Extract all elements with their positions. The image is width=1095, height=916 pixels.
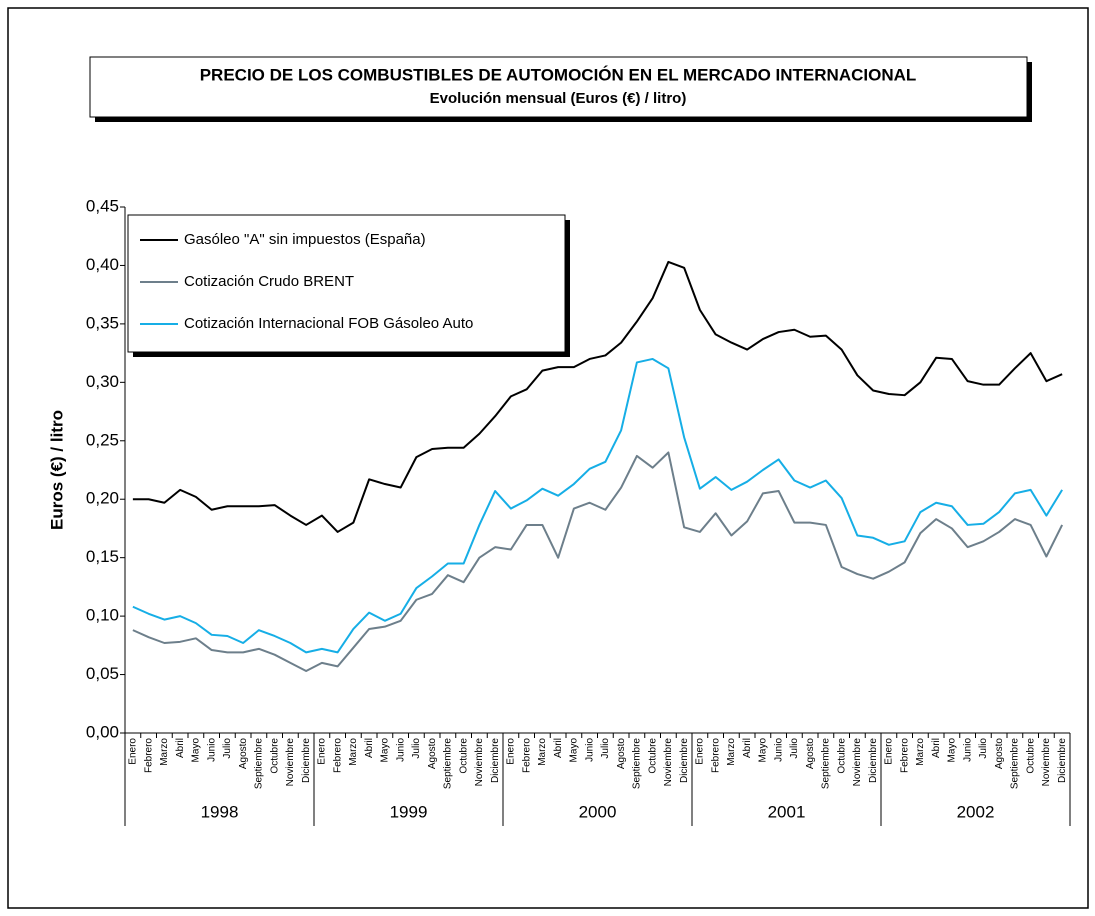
x-tick-label: Diciembre — [679, 738, 690, 783]
x-tick-label: Septiembre — [254, 738, 265, 790]
x-tick-label: Agosto — [427, 738, 438, 770]
y-tick-label: 0,25 — [86, 430, 119, 449]
x-tick-label: Marzo — [915, 738, 926, 766]
x-tick-label: Junio — [395, 738, 406, 762]
series-line — [132, 357, 1063, 654]
y-tick-label: 0,00 — [86, 722, 119, 741]
chart-subtitle: Evolución mensual (Euros (€) / litro) — [430, 90, 687, 107]
title-box — [89, 56, 1028, 118]
x-tick-label: Abril — [742, 738, 753, 758]
year-label: 2001 — [768, 802, 806, 821]
y-tick-label: 0,35 — [86, 313, 119, 332]
y-axis-label: Euros (€) / litro — [47, 410, 66, 530]
x-tick-label: Marzo — [537, 738, 548, 766]
x-tick-label: Noviembre — [663, 738, 674, 787]
x-tick-label: Octubre — [458, 738, 469, 774]
x-tick-label: Julio — [789, 738, 800, 759]
x-tick-label: Junio — [962, 738, 973, 762]
legend-label: Cotización Internacional FOB Gásoleo Aut… — [184, 315, 473, 332]
x-tick-label: Marzo — [726, 738, 737, 766]
year-label: 1998 — [201, 802, 239, 821]
x-tick-label: Marzo — [348, 738, 359, 766]
chart-title: PRECIO DE LOS COMBUSTIBLES DE AUTOMOCIÓN… — [200, 65, 917, 84]
x-tick-label: Agosto — [805, 738, 816, 770]
x-tick-label: Julio — [600, 738, 611, 759]
legend-label: Gasóleo "A" sin impuestos (España) — [184, 231, 426, 248]
x-tick-label: Noviembre — [285, 738, 296, 787]
x-tick-label: Mayo — [380, 738, 391, 763]
x-tick-label: Mayo — [758, 738, 769, 763]
y-tick-label: 0,10 — [86, 606, 119, 625]
x-tick-label: Abril — [175, 738, 186, 758]
x-tick-label: Noviembre — [474, 738, 485, 787]
y-tick-label: 0,30 — [86, 372, 119, 391]
x-tick-label: Julio — [411, 738, 422, 759]
frame — [7, 7, 1089, 909]
x-tick-label: Enero — [506, 738, 517, 765]
year-label: 2002 — [957, 802, 995, 821]
x-tick-label: Febrero — [521, 738, 532, 773]
x-tick-label: Febrero — [143, 738, 154, 773]
x-tick-label: Febrero — [899, 738, 910, 773]
x-tick-label: Agosto — [994, 738, 1005, 770]
x-tick-label: Noviembre — [852, 738, 863, 787]
x-tick-label: Enero — [317, 738, 328, 765]
x-tick-label: Noviembre — [1041, 738, 1052, 787]
series-line — [132, 451, 1064, 673]
x-tick-label: Octubre — [269, 738, 280, 774]
year-label: 1999 — [390, 802, 428, 821]
y-tick-label: 0,15 — [86, 547, 119, 566]
x-tick-label: Septiembre — [821, 738, 832, 790]
legend-box — [127, 214, 566, 353]
x-tick-label: Septiembre — [1010, 738, 1021, 790]
x-tick-label: Febrero — [710, 738, 721, 773]
year-label: 2000 — [579, 802, 617, 821]
x-tick-label: Diciembre — [490, 738, 501, 783]
x-tick-label: Septiembre — [443, 738, 454, 790]
x-tick-label: Marzo — [159, 738, 170, 766]
x-tick-label: Abril — [931, 738, 942, 758]
x-tick-label: Enero — [695, 738, 706, 765]
x-tick-label: Octubre — [1025, 738, 1036, 774]
legend-label: Cotización Crudo BRENT — [184, 273, 354, 290]
y-tick-label: 0,40 — [86, 255, 119, 274]
x-tick-label: Junio — [773, 738, 784, 762]
x-tick-label: Octubre — [836, 738, 847, 774]
x-tick-label: Diciembre — [868, 738, 879, 783]
y-tick-label: 0,20 — [86, 489, 119, 508]
x-tick-label: Mayo — [191, 738, 202, 763]
y-tick-label: 0,45 — [86, 196, 119, 215]
x-tick-label: Diciembre — [1057, 738, 1068, 783]
x-tick-label: Septiembre — [632, 738, 643, 790]
x-tick-label: Julio — [222, 738, 233, 759]
series-line — [132, 260, 1063, 533]
x-tick-label: Abril — [364, 738, 375, 758]
x-tick-label: Mayo — [569, 738, 580, 763]
x-tick-label: Junio — [584, 738, 595, 762]
x-tick-label: Enero — [884, 738, 895, 765]
x-tick-label: Mayo — [947, 738, 958, 763]
x-tick-label: Diciembre — [301, 738, 312, 783]
x-tick-label: Agosto — [616, 738, 627, 770]
x-tick-label: Febrero — [332, 738, 343, 773]
x-tick-label: Abril — [553, 738, 564, 758]
x-tick-label: Enero — [128, 738, 139, 765]
x-tick-label: Junio — [206, 738, 217, 762]
x-tick-label: Octubre — [647, 738, 658, 774]
y-tick-label: 0,05 — [86, 664, 119, 683]
x-tick-label: Agosto — [238, 738, 249, 770]
x-tick-label: Julio — [978, 738, 989, 759]
